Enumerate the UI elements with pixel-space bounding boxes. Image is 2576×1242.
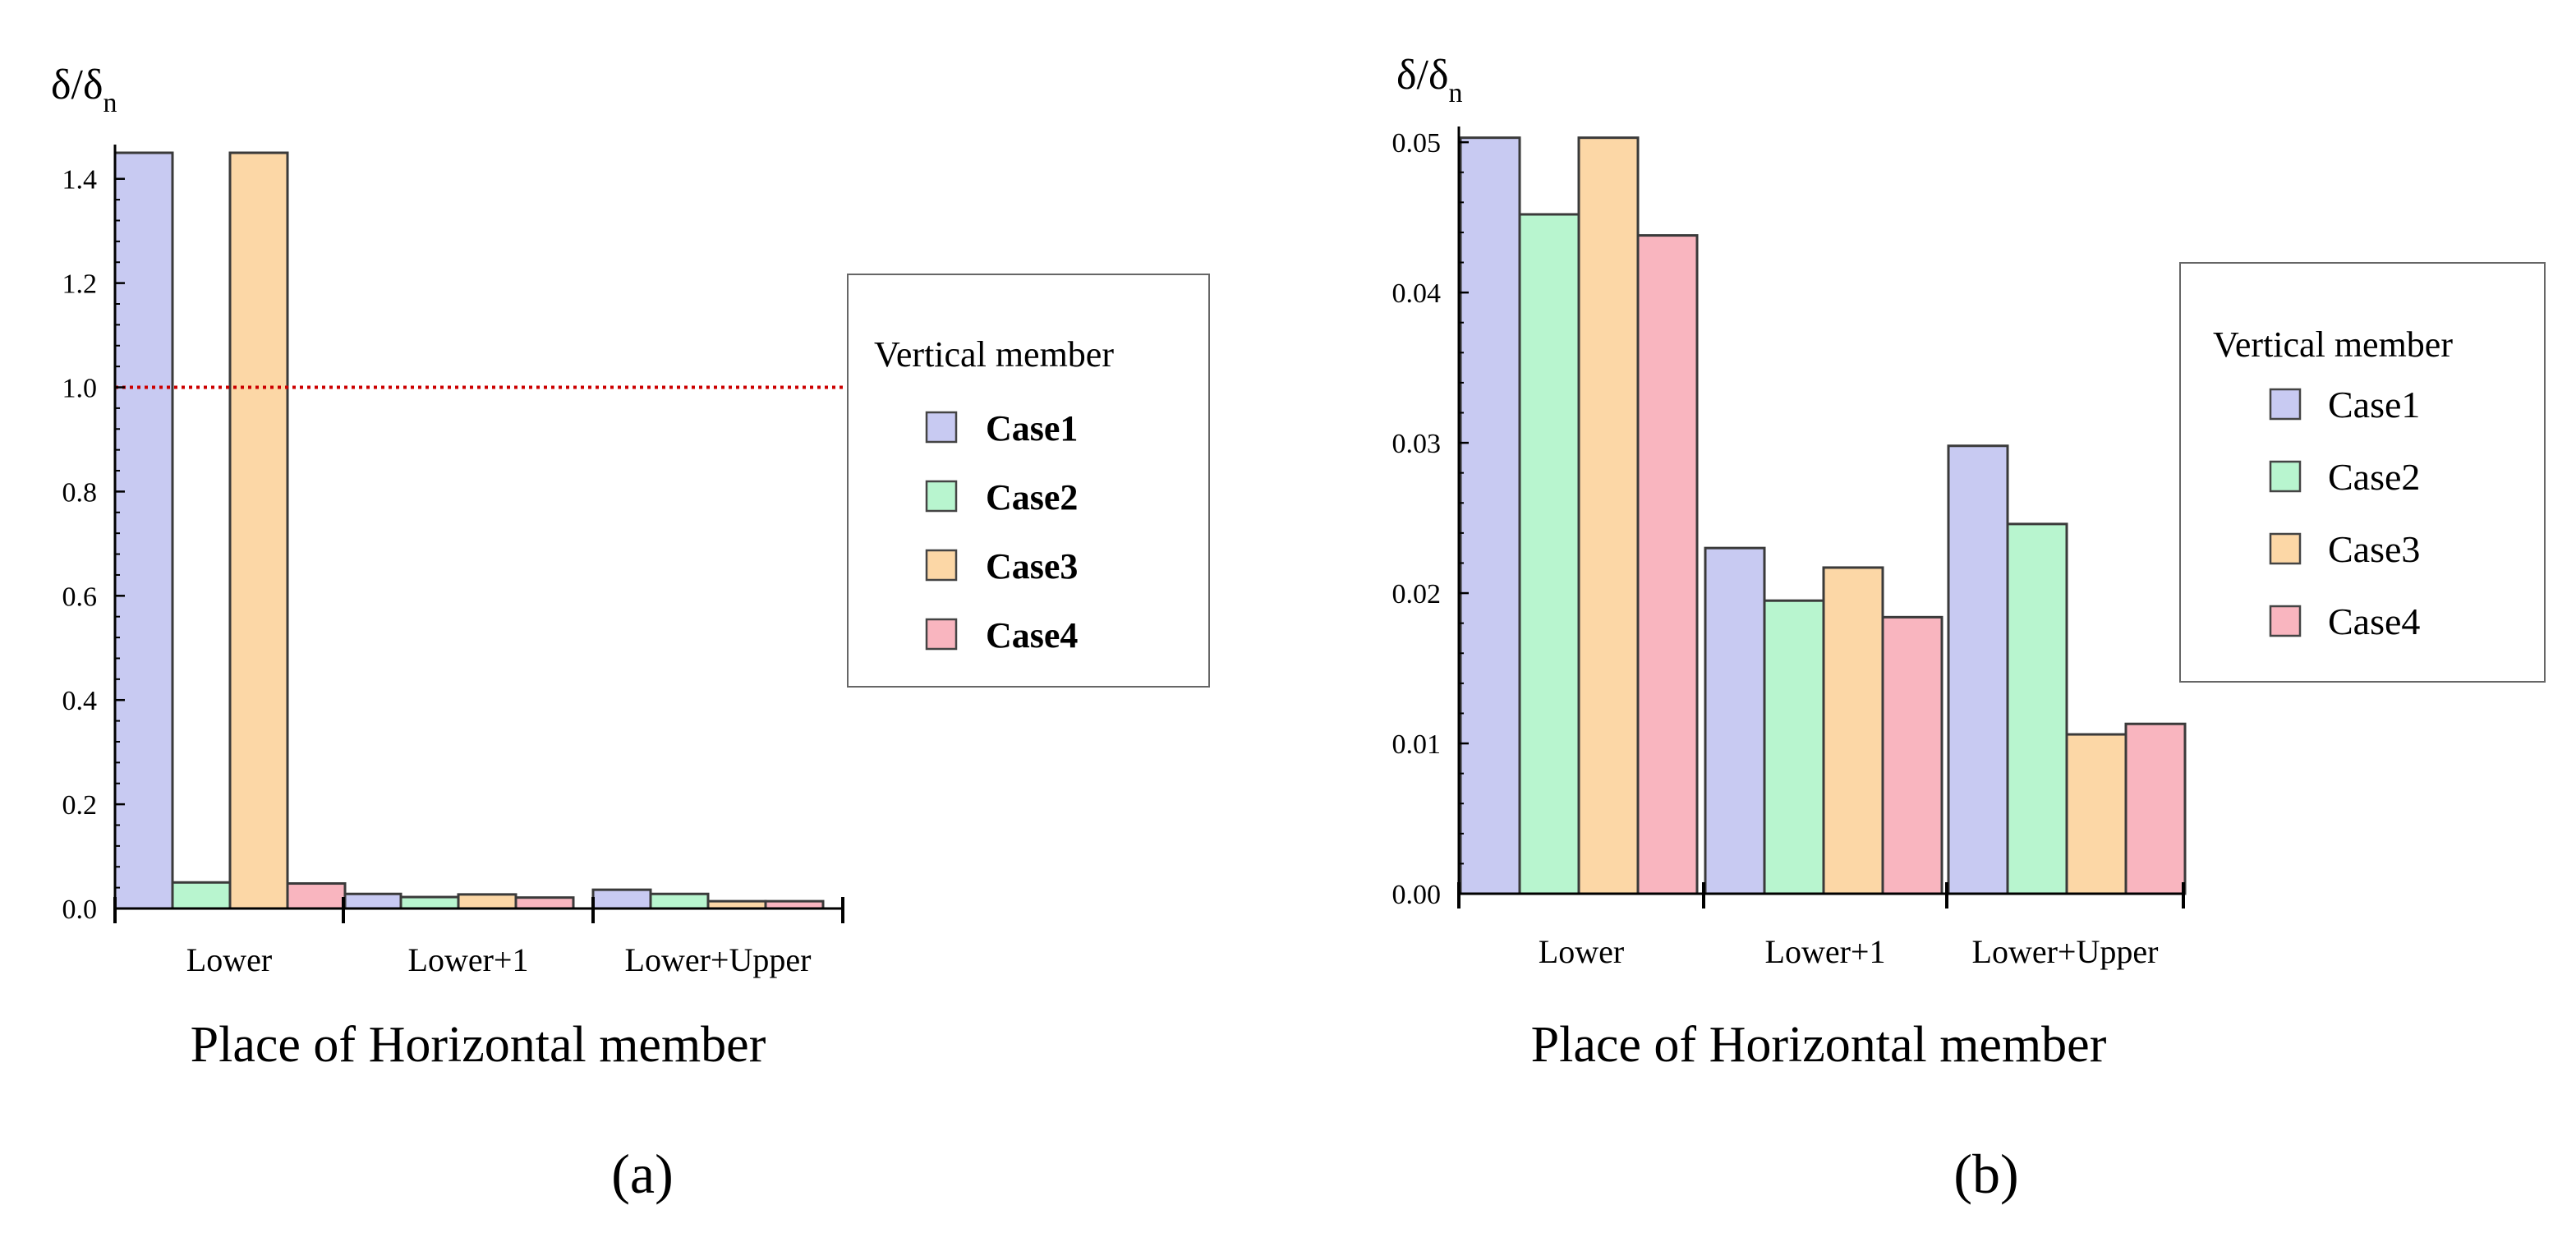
x-axis-title-b: Place of Horizontal member (1531, 1017, 2107, 1073)
panel-label-b: (b) (1953, 1143, 2018, 1205)
chart-panel-b: δ/δn Place of Horizontal member (b) 0.00… (1392, 52, 2546, 1205)
bar-b-case4-lower-plus-1 (1881, 615, 1944, 895)
bar-a-case1-lower (113, 151, 174, 910)
legend-title-b: Vertical member (2213, 324, 2453, 365)
legend-box-b (2179, 262, 2546, 683)
y-tick-label-a-1: 0.2 (62, 790, 98, 821)
x-axis-title-a: Place of Horizontal member (191, 1017, 766, 1073)
y-tick-label-b-5: 0.05 (1392, 128, 1442, 159)
bar-a-case4-lower (286, 882, 347, 910)
legend-label-b-case2: Case2 (2328, 456, 2420, 498)
bar-b-case3-lower (1577, 136, 1640, 895)
legend-label-b-case1: Case1 (2328, 384, 2420, 426)
legend-swatch-b-case2 (2269, 460, 2302, 493)
bar-a-case2-lower-plus-1 (399, 895, 460, 910)
bar-a-case1-lower-plus-upper (591, 888, 652, 910)
y-tick-label-a-0: 0.0 (62, 895, 98, 925)
y-tick-label-b-0: 0.00 (1392, 880, 1442, 910)
legend-label-a-case4: Case4 (986, 615, 1078, 656)
bar-a-case1-lower-plus-1 (342, 892, 402, 910)
legend-label-a-case1: Case1 (986, 408, 1078, 448)
x-category-label-b-2: Lower+Upper (1972, 933, 2159, 970)
legend-label-b-case3: Case3 (2328, 528, 2420, 570)
x-category-label-b-0: Lower (1539, 933, 1624, 970)
panel-label-a: (a) (611, 1143, 673, 1205)
legend-swatch-b-case1 (2269, 388, 2302, 421)
bar-b-case1-lower-plus-upper (1947, 444, 2009, 895)
bar-b-case4-lower-plus-upper (2124, 722, 2187, 895)
x-category-label-a-0: Lower (186, 941, 272, 978)
legend-label-a-case3: Case3 (986, 546, 1078, 586)
y-tick-label-a-4: 0.8 (62, 477, 98, 508)
y-tick-label-b-3: 0.03 (1392, 429, 1442, 459)
bar-a-case3-lower (228, 151, 289, 910)
y-axis-label-a: δ/δn (51, 62, 117, 118)
legend-swatch-a-case4 (925, 618, 958, 651)
legend-label-a-case2: Case2 (986, 477, 1078, 518)
legend-swatch-a-case3 (925, 549, 958, 582)
bar-b-case3-lower-plus-upper (2065, 733, 2128, 895)
y-tick-label-a-6: 1.2 (62, 269, 98, 300)
bar-b-case4-lower (1636, 234, 1699, 895)
legend-label-b-case4: Case4 (2328, 600, 2420, 642)
x-category-label-a-1: Lower+1 (408, 941, 529, 978)
bar-b-case2-lower-plus-upper (2006, 522, 2068, 895)
x-category-label-a-2: Lower+Upper (625, 941, 812, 978)
y-tick-label-a-5: 1.0 (62, 374, 98, 404)
bar-b-case3-lower-plus-1 (1822, 566, 1884, 895)
bar-a-case4-lower-plus-1 (514, 896, 575, 910)
chart-panel-a: δ/δn Place of Horizontal member (a) 0.0 0… (51, 62, 1210, 1205)
y-tick-label-a-3: 0.6 (62, 582, 98, 612)
bar-b-case2-lower (1518, 213, 1580, 895)
bar-a-case2-lower (171, 881, 232, 910)
legend-swatch-a-case1 (925, 411, 958, 444)
bar-b-case2-lower-plus-1 (1763, 599, 1825, 895)
bar-b-case1-lower (1459, 136, 1521, 895)
legend-box-a (847, 274, 1210, 688)
y-axis-label-b: δ/δn (1396, 52, 1462, 108)
y-tick-label-b-4: 0.04 (1392, 278, 1442, 309)
y-tick-label-a-2: 0.4 (62, 686, 98, 716)
y-tick-label-b-1: 0.01 (1392, 729, 1442, 760)
legend-swatch-b-case4 (2269, 605, 2302, 637)
legend-title-a: Vertical member (874, 334, 1114, 375)
legend-swatch-a-case2 (925, 480, 958, 513)
bar-a-case2-lower-plus-upper (649, 892, 710, 910)
y-tick-label-a-7: 1.4 (62, 165, 98, 196)
bar-a-case3-lower-plus-1 (457, 893, 518, 910)
y-tick-label-b-2: 0.02 (1392, 579, 1442, 610)
x-category-label-b-1: Lower+1 (1765, 933, 1886, 970)
bar-b-case1-lower-plus-1 (1704, 546, 1766, 895)
legend-swatch-b-case3 (2269, 532, 2302, 565)
